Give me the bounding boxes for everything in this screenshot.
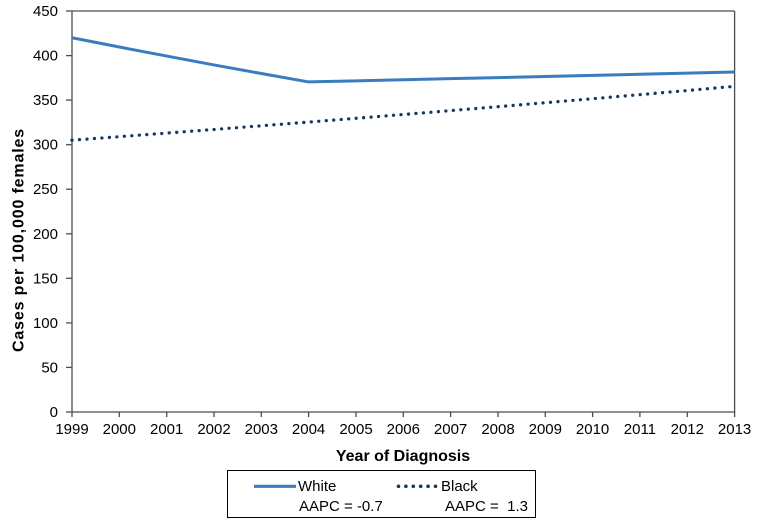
svg-text:0: 0 <box>50 404 58 421</box>
svg-text:White: White <box>298 478 336 495</box>
svg-text:2003: 2003 <box>245 421 278 438</box>
svg-text:250: 250 <box>33 181 58 198</box>
svg-text:50: 50 <box>41 359 58 376</box>
svg-text:400: 400 <box>33 48 58 65</box>
svg-text:200: 200 <box>33 226 58 243</box>
svg-text:300: 300 <box>33 137 58 154</box>
svg-text:2005: 2005 <box>339 421 372 438</box>
svg-text:2007: 2007 <box>434 421 467 438</box>
svg-text:2013: 2013 <box>718 421 751 438</box>
svg-text:Year of Diagnosis: Year of Diagnosis <box>336 448 470 465</box>
svg-text:2009: 2009 <box>529 421 562 438</box>
svg-text:AAPC = 1.3: AAPC = 1.3 <box>445 498 528 515</box>
svg-text:Black: Black <box>441 478 478 495</box>
svg-text:2001: 2001 <box>150 421 183 438</box>
svg-text:450: 450 <box>33 3 58 20</box>
svg-text:2006: 2006 <box>387 421 420 438</box>
svg-text:2011: 2011 <box>624 421 656 438</box>
svg-text:2004: 2004 <box>292 421 325 438</box>
svg-text:2010: 2010 <box>576 421 609 438</box>
svg-text:2000: 2000 <box>103 421 136 438</box>
svg-text:AAPC = -0.7: AAPC = -0.7 <box>299 498 383 515</box>
svg-text:150: 150 <box>33 270 58 287</box>
svg-text:2008: 2008 <box>481 421 514 438</box>
svg-text:1999: 1999 <box>55 421 88 438</box>
svg-text:2002: 2002 <box>197 421 230 438</box>
svg-text:350: 350 <box>33 92 58 109</box>
svg-text:Cases per 100,000 females: Cases per 100,000 females <box>11 128 28 352</box>
svg-text:100: 100 <box>33 315 58 332</box>
svg-text:2012: 2012 <box>671 421 704 438</box>
